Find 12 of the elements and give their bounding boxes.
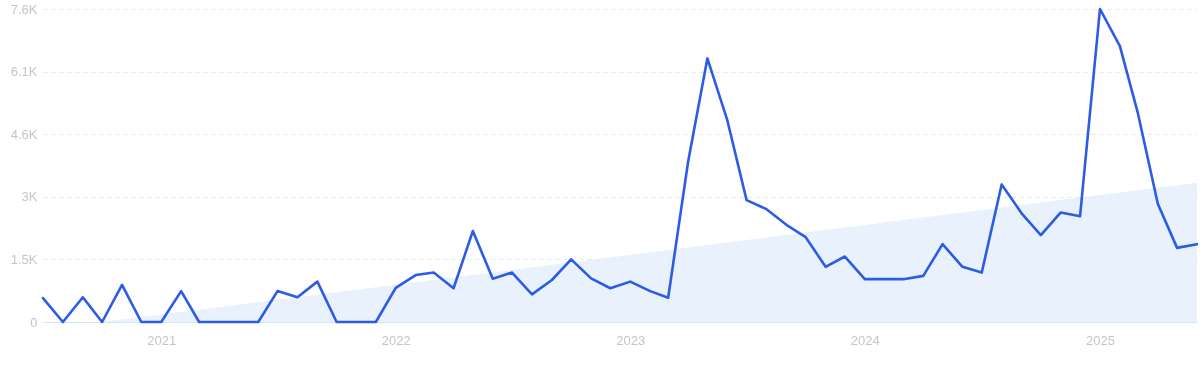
x-tick-label: 2023 — [616, 332, 646, 348]
x-tick-label: 2025 — [1086, 332, 1115, 348]
line-series — [41, 7, 1199, 324]
y-tick-label: 1.5K — [10, 251, 38, 267]
x-tick-label: 2024 — [850, 332, 880, 348]
y-tick-label: 6.1K — [10, 64, 38, 80]
y-tick-label: 4.6K — [10, 126, 38, 142]
x-tick-label: 2021 — [147, 332, 177, 348]
x-tick-label: 2022 — [381, 332, 411, 348]
y-tick-label: 7.6K — [10, 1, 38, 17]
y-tick-label: 0 — [30, 314, 38, 330]
y-tick-label: 3K — [21, 189, 38, 205]
